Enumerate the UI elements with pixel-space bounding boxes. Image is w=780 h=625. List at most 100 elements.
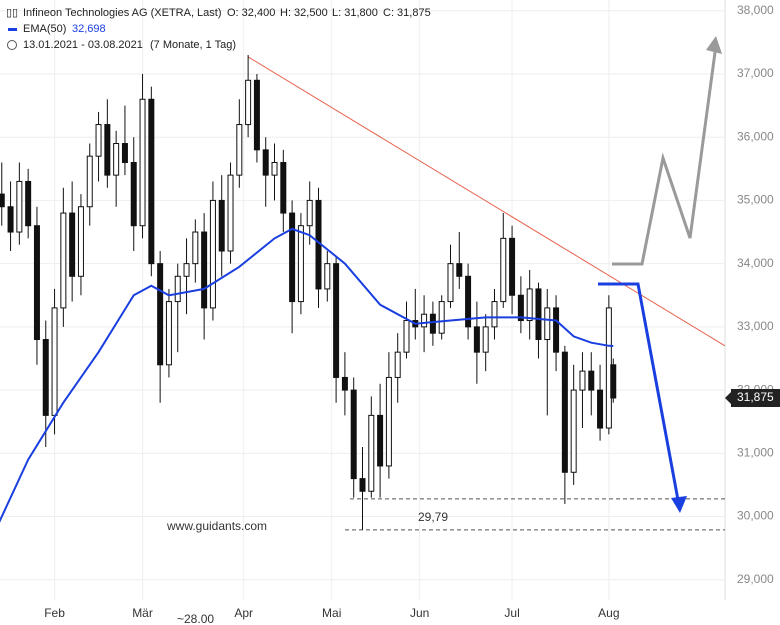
x-tick-label: Feb xyxy=(44,606,65,620)
trendline xyxy=(247,56,725,347)
candle-body xyxy=(394,351,401,378)
candle xyxy=(262,137,269,207)
candle-body xyxy=(610,364,617,399)
candle xyxy=(333,257,340,403)
candle xyxy=(412,288,419,340)
instrument-title: Infineon Technologies AG (XETRA, Last) xyxy=(23,7,222,19)
candle-body xyxy=(104,124,111,176)
candle xyxy=(201,213,208,340)
candle xyxy=(385,352,392,479)
candle-body xyxy=(227,174,234,252)
candle-body xyxy=(209,199,216,309)
candle xyxy=(69,181,76,302)
candle xyxy=(289,200,296,334)
candle xyxy=(86,143,93,226)
candle xyxy=(77,194,84,296)
candle-body xyxy=(7,206,14,233)
candle-body xyxy=(447,263,454,303)
candle-body xyxy=(333,263,340,378)
candle-body xyxy=(42,339,49,416)
candle xyxy=(324,251,331,302)
candle-body xyxy=(201,231,208,309)
x-tick-label: Jun xyxy=(410,606,429,620)
candle-body xyxy=(553,307,560,353)
header: ▯▯ Infineon Technologies AG (XETRA, Last… xyxy=(6,7,431,51)
candle xyxy=(570,364,577,485)
y-tick-label: 36,000 xyxy=(737,129,774,143)
candle-body xyxy=(544,307,551,341)
candle xyxy=(236,99,243,188)
candle-body xyxy=(130,161,137,227)
candle-body xyxy=(69,212,76,277)
candle-body xyxy=(0,193,5,208)
candle-body xyxy=(165,301,172,366)
candle xyxy=(491,288,498,340)
candle-body xyxy=(306,199,313,227)
candle-body xyxy=(218,199,225,252)
y-tick-label: 31,000 xyxy=(737,445,774,459)
candle-body xyxy=(341,376,348,391)
candle xyxy=(447,244,454,308)
candle xyxy=(60,187,67,327)
y-tick-label: 29,000 xyxy=(737,572,774,586)
candle xyxy=(113,130,120,207)
candle-body xyxy=(570,389,577,473)
ohlc-high: H: 32,500 xyxy=(280,7,328,19)
candle xyxy=(579,352,586,429)
candle xyxy=(456,232,463,289)
candle-body xyxy=(121,143,128,163)
plot-area xyxy=(0,55,725,531)
candle xyxy=(209,181,216,321)
candle-body xyxy=(157,263,164,366)
clock-icon xyxy=(7,40,17,50)
candle xyxy=(341,352,348,416)
candle xyxy=(7,181,14,252)
candle-body xyxy=(473,326,480,353)
legend-ema-value: 32,698 xyxy=(72,23,106,35)
candle xyxy=(227,162,234,264)
candle xyxy=(561,345,568,504)
duration: (7 Monate, 1 Tag) xyxy=(150,39,236,51)
candle-body xyxy=(236,124,243,176)
candle-body xyxy=(183,263,190,277)
candle-body xyxy=(148,98,155,265)
legend-ema: EMA(50) xyxy=(23,23,66,35)
candle-body xyxy=(280,161,287,214)
watermark: www.guidants.com xyxy=(166,519,267,533)
y-tick-label: 35,000 xyxy=(737,193,774,207)
y-tick-label: 38,000 xyxy=(737,3,774,17)
candle-body xyxy=(350,389,357,480)
candle-body xyxy=(500,237,507,303)
candle-body xyxy=(597,389,604,429)
candle-body xyxy=(51,307,58,416)
candle-body xyxy=(113,143,120,176)
candle xyxy=(315,187,322,308)
x-tick-label: Apr xyxy=(234,606,253,620)
candle xyxy=(245,55,252,138)
candle-body xyxy=(377,414,384,467)
x-tick-label: Mai xyxy=(322,606,341,620)
icon: ▯▯ xyxy=(6,7,18,19)
candle xyxy=(16,162,23,245)
candle-body xyxy=(289,212,296,303)
candle-body xyxy=(368,414,375,492)
candle xyxy=(25,168,32,239)
candle xyxy=(253,73,260,163)
candle-body xyxy=(245,79,252,126)
last-price-tag xyxy=(731,388,780,407)
candle xyxy=(95,111,102,182)
x-tick-label: Jul xyxy=(504,606,519,620)
candle-body xyxy=(297,225,304,303)
candle xyxy=(350,377,357,498)
candle xyxy=(429,301,436,346)
candle xyxy=(403,301,410,359)
candle xyxy=(192,219,199,283)
candle-body xyxy=(465,275,472,328)
y-tick-label: 34,000 xyxy=(737,256,774,270)
candle xyxy=(165,288,172,378)
ohlc-close: C: 31,875 xyxy=(383,7,431,19)
candle xyxy=(157,251,164,403)
y-tick-label: 33,000 xyxy=(737,319,774,333)
candle-body xyxy=(491,301,498,328)
candle-body xyxy=(517,294,524,322)
